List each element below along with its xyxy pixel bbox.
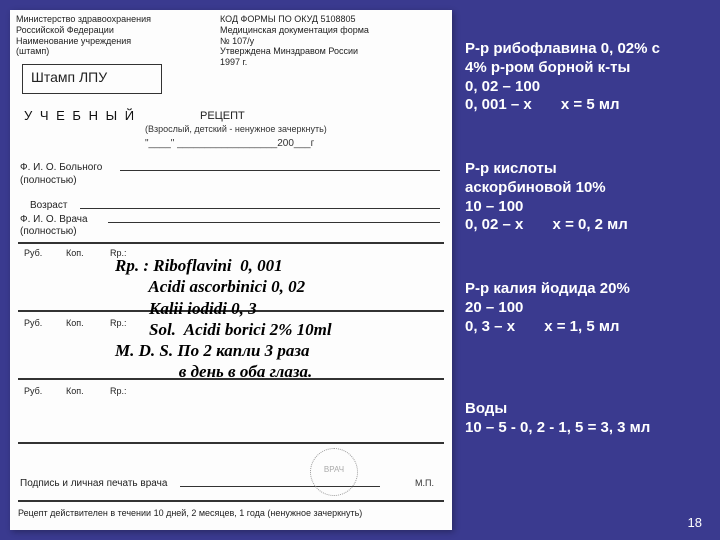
hr3: № 107/у	[220, 36, 369, 47]
deistvitelen: Рецепт действителен в течении 10 дней, 2…	[18, 508, 362, 518]
doctor-seal: ВРАЧ	[310, 448, 358, 496]
c3l3: 0, 3 – х х = 1, 5 мл	[465, 318, 710, 337]
prescription-overlay: Rp. : Riboflavini 0, 001 Acidi ascorbini…	[115, 255, 425, 383]
stamp-box: Штамп ЛПУ	[22, 64, 162, 94]
hl1: Министерство здравоохранения	[16, 14, 151, 25]
c1l4: 0, 001 – х х = 5 мл	[465, 96, 710, 115]
thick-line-4	[18, 442, 444, 444]
hr2: Медицинская документация форма	[220, 25, 369, 36]
mp-label: М.П.	[415, 478, 434, 488]
c1l1: Р-р рибофлавина 0, 02% с	[465, 40, 710, 59]
c4l2: 10 – 5 - 0, 2 - 1, 5 = 3, 3 мл	[465, 419, 710, 438]
hl2: Российской Федерации	[16, 25, 151, 36]
rub1: Руб.	[24, 248, 42, 258]
polnostyu1: (полностью)	[20, 175, 77, 186]
c4l1: Воды	[465, 400, 710, 419]
form-header-left: Министерство здравоохранения Российской …	[16, 14, 151, 57]
c2l1: Р-р кислоты	[465, 160, 710, 179]
hr5: 1997 г.	[220, 57, 369, 68]
calc-block-2: Р-р кислоты аскорбиновой 10% 10 – 100 0,…	[465, 160, 710, 235]
rp3: Rp.:	[110, 386, 127, 396]
recept-label: РЕЦЕПТ	[200, 110, 245, 122]
line-vozrast	[80, 208, 440, 209]
calc-block-4: Воды 10 – 5 - 0, 2 - 1, 5 = 3, 3 мл	[465, 400, 710, 438]
line-fio-vracha	[108, 222, 440, 223]
form-header-right: КОД ФОРМЫ ПО ОКУД 5108805 Медицинская до…	[220, 14, 369, 68]
rx-l3: Kalii iodidi 0, 3	[115, 298, 425, 319]
rx-l5: M. D. S. По 2 капли 3 раза	[115, 340, 425, 361]
rx-l4: Sol. Acidi borici 2% 10ml	[115, 319, 425, 340]
thick-line-1	[18, 242, 444, 244]
rx-l1: Rp. : Riboflavini 0, 001	[115, 255, 425, 276]
thick-line-5	[18, 500, 444, 502]
seal-text: ВРАЧ	[311, 465, 357, 474]
calc-block-1: Р-р рибофлавина 0, 02% с 4% р-ром борной…	[465, 40, 710, 115]
page-number: 18	[688, 515, 702, 530]
kop2: Коп.	[66, 318, 84, 328]
hr4: Утверждена Минздравом России	[220, 46, 369, 57]
podpis-label: Подпись и личная печать врача	[20, 478, 167, 489]
kop1: Коп.	[66, 248, 84, 258]
c3l2: 20 – 100	[465, 299, 710, 318]
fio-bolnogo: Ф. И. О. Больного	[20, 162, 102, 173]
rub3: Руб.	[24, 386, 42, 396]
hl4: (штамп)	[16, 46, 151, 57]
vozrast: Возраст	[30, 200, 67, 211]
line-fio-bolnogo	[120, 170, 440, 171]
c1l2: 4% р-ром борной к-ты	[465, 59, 710, 78]
date-line: "____" __________________200___г	[145, 138, 314, 149]
hr1: КОД ФОРМЫ ПО ОКУД 5108805	[220, 14, 369, 25]
c1l3: 0, 02 – 100	[465, 78, 710, 97]
fio-vracha: Ф. И. О. Врача	[20, 214, 88, 225]
c3l1: Р-р калия йодида 20%	[465, 280, 710, 299]
calc-block-3: Р-р калия йодида 20% 20 – 100 0, 3 – х х…	[465, 280, 710, 336]
rx-l6: в день в оба глаза.	[115, 361, 425, 382]
uchebny-label: У Ч Е Б Н Ы Й	[24, 108, 136, 123]
stamp-text: Штамп ЛПУ	[31, 69, 107, 85]
c2l2: аскорбиновой 10%	[465, 179, 710, 198]
kop3: Коп.	[66, 386, 84, 396]
rx-l2: Acidi ascorbinici 0, 02	[115, 276, 425, 297]
c2l4: 0, 02 – х х = 0, 2 мл	[465, 216, 710, 235]
polnostyu2: (полностью)	[20, 226, 77, 237]
recept-sub: (Взрослый, детский - ненужное зачеркнуть…	[145, 124, 327, 134]
c2l3: 10 – 100	[465, 198, 710, 217]
hl3: Наименование учреждения	[16, 36, 151, 47]
rub2: Руб.	[24, 318, 42, 328]
